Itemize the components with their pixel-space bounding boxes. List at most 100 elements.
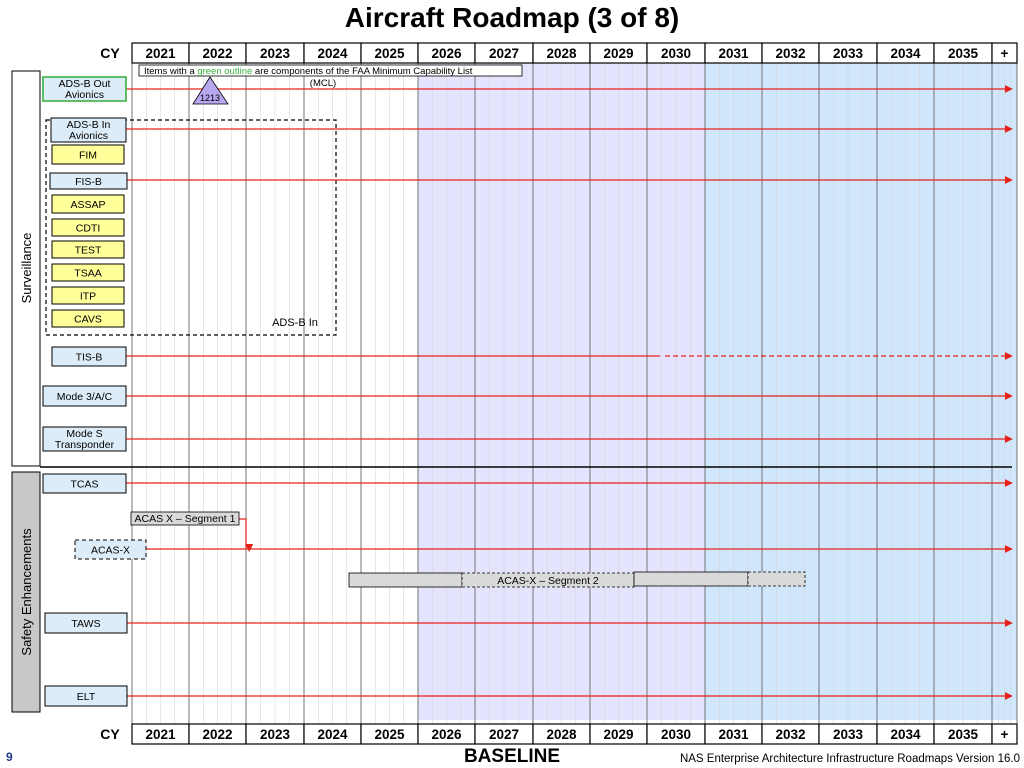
program-taws[interactable]: TAWS (44, 612, 128, 634)
program-label: TSAA (74, 268, 101, 280)
program-elt[interactable]: ELT (44, 685, 128, 707)
program-box[interactable] (50, 117, 127, 143)
year-cell (991, 723, 1018, 745)
program-tcas[interactable]: TCAS (42, 473, 127, 494)
year-label: 2028 (546, 46, 577, 61)
group-safety-box (11, 471, 41, 713)
program-box[interactable] (42, 473, 127, 494)
program-box[interactable] (49, 172, 128, 190)
milestone-label: 1213 (200, 93, 220, 103)
program-label: Mode 3/A/C (57, 391, 113, 403)
program-label-line1: ADS-B In (67, 119, 111, 131)
program-box[interactable] (51, 263, 125, 282)
program-label-line2: Transponder (55, 439, 115, 451)
year-label: 2023 (260, 727, 291, 742)
program-label: TAWS (71, 618, 100, 630)
program-box[interactable] (51, 144, 125, 165)
program-label: ACAS-X (91, 545, 130, 557)
page-title: Aircraft Roadmap (3 of 8) (344, 2, 680, 33)
program-box[interactable] (42, 76, 127, 102)
program-cdti[interactable]: CDTI (51, 218, 125, 237)
mcl-legend-note-line2: (MCL) (310, 78, 336, 89)
footer-version: NAS Enterprise Architecture Infrastructu… (679, 753, 1020, 765)
program-itp[interactable]: ITP (51, 286, 125, 305)
program-fim[interactable]: FIM (51, 144, 125, 165)
program-label-line2: Avionics (69, 130, 108, 142)
year-grid (131, 63, 1018, 724)
year-label: 2026 (431, 727, 462, 742)
program-label: ELT (77, 691, 96, 703)
acas-seg2-bar-b (461, 572, 635, 588)
year-label: 2023 (260, 46, 291, 61)
program-box[interactable] (51, 240, 125, 259)
adsb-in-group-label: ADS-B In (272, 317, 318, 329)
program-mode3[interactable]: Mode 3/A/C (42, 385, 127, 407)
year-label: 2026 (431, 46, 462, 61)
year-label: 2024 (317, 727, 348, 742)
year-header-top: CY 2021 2022 2023 2024 2025 2026 2027 2028 2029 20… (100, 42, 1018, 64)
milestone-triangle (192, 76, 229, 105)
cy-label: CY (100, 726, 120, 742)
program-box[interactable] (74, 539, 147, 560)
year-label: 2032 (775, 46, 805, 61)
program-box[interactable] (44, 685, 128, 707)
program-box[interactable] (44, 612, 128, 634)
band-longterm (705, 63, 1017, 720)
program-assap[interactable]: ASSAP (51, 194, 125, 214)
group-safety-label: Safety Enhancements (19, 528, 34, 656)
program-test[interactable]: TEST (51, 240, 125, 259)
program-label: FIS-B (75, 176, 102, 188)
year-label: 2025 (374, 46, 405, 61)
year-label: + (1001, 46, 1009, 61)
year-label: 2025 (374, 727, 405, 742)
program-label: CAVS (74, 314, 102, 326)
year-label: 2033 (833, 46, 864, 61)
program-box[interactable] (42, 426, 127, 452)
program-box[interactable] (51, 286, 125, 305)
year-label: 2034 (890, 727, 921, 742)
year-label: 2022 (202, 46, 232, 61)
program-label: ITP (80, 291, 96, 303)
program-box[interactable] (51, 309, 125, 328)
year-label: 2030 (661, 46, 691, 61)
program-acasx[interactable]: ACAS-X (74, 539, 147, 560)
program-label: TEST (75, 245, 102, 257)
program-label: TCAS (70, 479, 98, 491)
acas-seg1-connector (239, 518, 254, 552)
program-label: CDTI (76, 223, 101, 235)
program-label-line1: ADS-B Out (59, 78, 111, 90)
year-label: 2027 (489, 727, 519, 742)
year-label: 2033 (833, 727, 864, 742)
acas-seg2-bar-a (348, 572, 463, 588)
group-surveillance-box (11, 70, 41, 467)
acas-seg2-bar-d (747, 571, 806, 587)
year-label: 2035 (948, 46, 979, 61)
year-label: 2031 (718, 46, 749, 61)
program-box[interactable] (42, 385, 127, 407)
program-label: FIM (79, 150, 97, 162)
mcl-legend-note: Items with a green outline are component… (144, 66, 473, 77)
acas-seg2-bar-c (633, 571, 749, 587)
year-label: 2028 (546, 727, 577, 742)
year-label: 2032 (775, 727, 805, 742)
year-label: 2021 (145, 46, 176, 61)
program-box[interactable] (51, 194, 125, 214)
program-box[interactable] (51, 218, 125, 237)
program-tisb[interactable]: TIS-B (51, 346, 127, 367)
program-label: TIS-B (76, 352, 103, 364)
program-cavs[interactable]: CAVS (51, 309, 125, 328)
year-cell (991, 42, 1018, 64)
program-box[interactable] (51, 346, 127, 367)
year-header-bottom: CY 2021 2022 2023 2024 2025 2026 2027 2028 2029 20… (100, 723, 1018, 745)
year-label: 2024 (317, 46, 348, 61)
program-fisb[interactable]: FIS-B (49, 172, 128, 190)
program-tsaa[interactable]: TSAA (51, 263, 125, 282)
year-label: 2030 (661, 727, 691, 742)
program-label-line2: Avionics (65, 89, 104, 101)
page-number: 9 (6, 750, 13, 764)
year-label: 2034 (890, 46, 921, 61)
